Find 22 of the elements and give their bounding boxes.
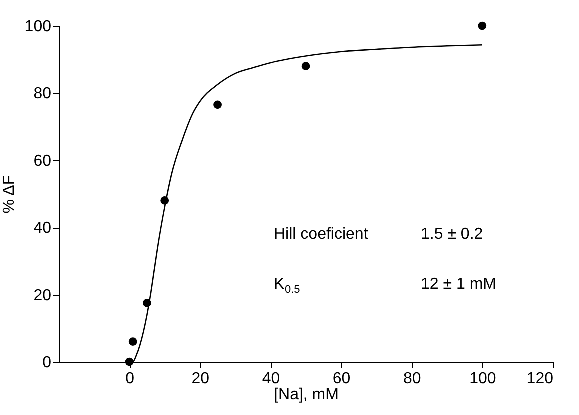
annotation: Hill coeficient xyxy=(274,226,369,243)
annotation: 1.5 ± 0.2 xyxy=(421,226,484,243)
x-tick-label: 100 xyxy=(470,370,496,388)
point xyxy=(128,338,138,346)
x-axis-title: [Na], mM xyxy=(274,386,339,404)
x-tick-label: 60 xyxy=(332,370,351,388)
point xyxy=(478,22,487,30)
y-tick-label: 100 xyxy=(24,18,52,36)
y-axis-title: % ΔF xyxy=(0,175,18,214)
x-tick-label: 0 xyxy=(126,370,135,388)
point xyxy=(214,100,222,110)
x-tick-label: 40 xyxy=(262,370,280,388)
annotation: 12 ± 1 mM xyxy=(421,276,496,293)
x-tick-label: 20 xyxy=(192,370,210,388)
x-tick-label: 120 xyxy=(526,370,554,388)
point xyxy=(302,62,310,70)
y-tick-label: 60 xyxy=(34,152,52,170)
x-tick-label: 80 xyxy=(403,370,422,388)
y-tick-label: 80 xyxy=(34,86,52,103)
y-tick-label: 20 xyxy=(34,287,52,304)
y-tick-label: 40 xyxy=(34,220,52,238)
y-tick-label: 0 xyxy=(42,354,52,372)
